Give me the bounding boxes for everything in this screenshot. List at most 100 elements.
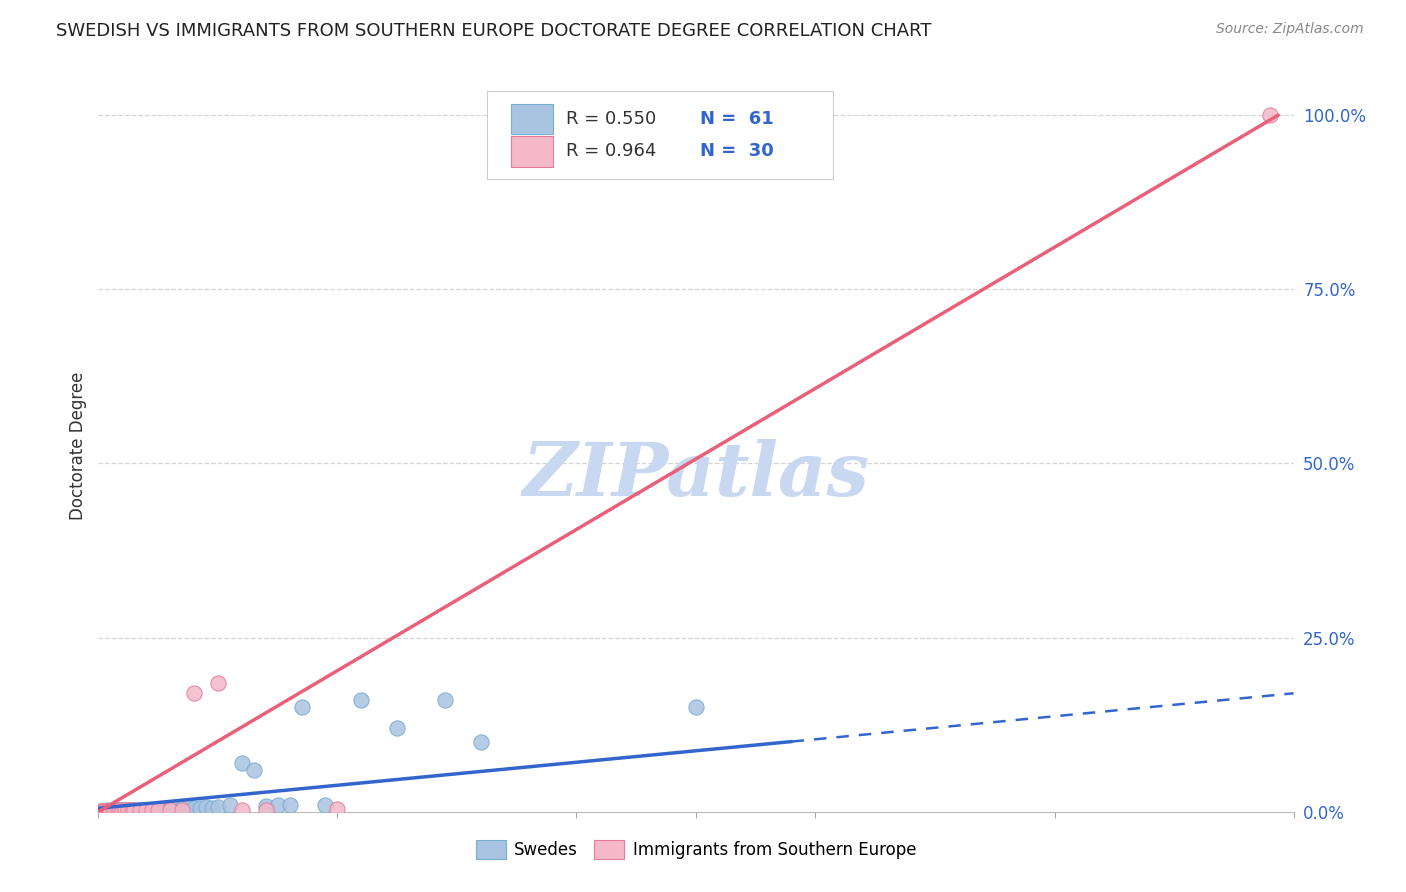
Point bbox=[177, 801, 200, 815]
Point bbox=[315, 797, 337, 812]
Point bbox=[98, 804, 121, 818]
Point bbox=[107, 803, 129, 817]
Point bbox=[153, 802, 176, 816]
Point bbox=[98, 804, 122, 818]
Point bbox=[114, 803, 136, 817]
Point bbox=[207, 676, 229, 690]
Point bbox=[125, 803, 148, 817]
FancyBboxPatch shape bbox=[510, 136, 553, 167]
Point bbox=[291, 700, 314, 714]
Point bbox=[104, 804, 127, 818]
Text: SWEDISH VS IMMIGRANTS FROM SOUTHERN EUROPE DOCTORATE DEGREE CORRELATION CHART: SWEDISH VS IMMIGRANTS FROM SOUTHERN EURO… bbox=[56, 22, 932, 40]
Point bbox=[90, 804, 112, 818]
Point bbox=[350, 693, 373, 707]
Point bbox=[117, 803, 139, 817]
Point bbox=[90, 804, 112, 818]
Point bbox=[434, 693, 457, 707]
Point bbox=[100, 804, 122, 818]
Point bbox=[93, 804, 115, 818]
Point bbox=[141, 803, 163, 817]
Y-axis label: Doctorate Degree: Doctorate Degree bbox=[69, 372, 87, 520]
Point bbox=[115, 803, 138, 817]
Point bbox=[1258, 108, 1281, 122]
Point bbox=[118, 803, 141, 817]
Point bbox=[135, 803, 157, 817]
Point bbox=[685, 700, 707, 714]
Point bbox=[96, 803, 118, 817]
Point bbox=[91, 804, 114, 818]
Point bbox=[121, 803, 143, 817]
Point bbox=[112, 804, 135, 818]
Legend: Swedes, Immigrants from Southern Europe: Swedes, Immigrants from Southern Europe bbox=[470, 833, 922, 865]
Point bbox=[114, 803, 136, 817]
Text: R = 0.550: R = 0.550 bbox=[565, 110, 657, 128]
Point bbox=[110, 804, 132, 818]
Point bbox=[159, 803, 181, 817]
Point bbox=[135, 803, 157, 817]
Point bbox=[231, 756, 253, 770]
Text: R = 0.964: R = 0.964 bbox=[565, 142, 657, 161]
Point bbox=[172, 801, 194, 815]
Point bbox=[141, 803, 163, 817]
Point bbox=[138, 803, 160, 817]
Point bbox=[132, 803, 155, 817]
Point bbox=[115, 804, 138, 818]
Point bbox=[124, 803, 146, 817]
Point bbox=[117, 803, 139, 817]
Point bbox=[267, 798, 290, 813]
Point bbox=[91, 804, 114, 818]
Point bbox=[103, 803, 125, 817]
Point bbox=[120, 804, 142, 818]
Point bbox=[278, 797, 301, 812]
Point bbox=[385, 721, 409, 735]
Point bbox=[101, 804, 124, 818]
Point bbox=[97, 804, 120, 818]
Point bbox=[124, 803, 146, 817]
Point bbox=[470, 735, 492, 749]
Point bbox=[183, 686, 205, 700]
Text: ZIPatlas: ZIPatlas bbox=[523, 439, 869, 511]
Point bbox=[131, 803, 153, 817]
Point bbox=[254, 799, 277, 814]
Point bbox=[195, 800, 218, 814]
Point bbox=[148, 803, 170, 817]
Point bbox=[94, 804, 117, 818]
FancyBboxPatch shape bbox=[486, 91, 834, 179]
Point bbox=[108, 803, 131, 817]
Point bbox=[326, 802, 349, 816]
Point bbox=[243, 763, 266, 777]
Point bbox=[219, 798, 242, 813]
Point bbox=[111, 803, 134, 817]
Point bbox=[93, 804, 115, 818]
Point bbox=[107, 803, 129, 817]
Point bbox=[91, 804, 114, 818]
Point bbox=[91, 804, 114, 818]
FancyBboxPatch shape bbox=[510, 103, 553, 135]
Point bbox=[188, 800, 211, 814]
Point bbox=[94, 804, 117, 818]
Point bbox=[98, 804, 122, 818]
Point bbox=[172, 803, 194, 817]
Point bbox=[121, 803, 143, 817]
Text: N =  61: N = 61 bbox=[700, 110, 773, 128]
Point bbox=[98, 804, 121, 818]
Point bbox=[207, 800, 229, 814]
Point bbox=[129, 803, 152, 817]
Point bbox=[145, 803, 167, 817]
Text: Source: ZipAtlas.com: Source: ZipAtlas.com bbox=[1216, 22, 1364, 37]
Point bbox=[105, 803, 128, 817]
Point bbox=[231, 803, 253, 817]
Point bbox=[201, 800, 224, 814]
Point bbox=[165, 802, 187, 816]
Point bbox=[108, 803, 131, 817]
Point bbox=[159, 802, 181, 816]
Text: N =  30: N = 30 bbox=[700, 142, 773, 161]
Point bbox=[111, 804, 134, 818]
Point bbox=[122, 804, 145, 818]
Point bbox=[254, 803, 277, 817]
Point bbox=[96, 804, 118, 818]
Point bbox=[101, 804, 124, 818]
Point bbox=[104, 804, 127, 818]
Point bbox=[148, 803, 170, 817]
Point bbox=[128, 803, 150, 817]
